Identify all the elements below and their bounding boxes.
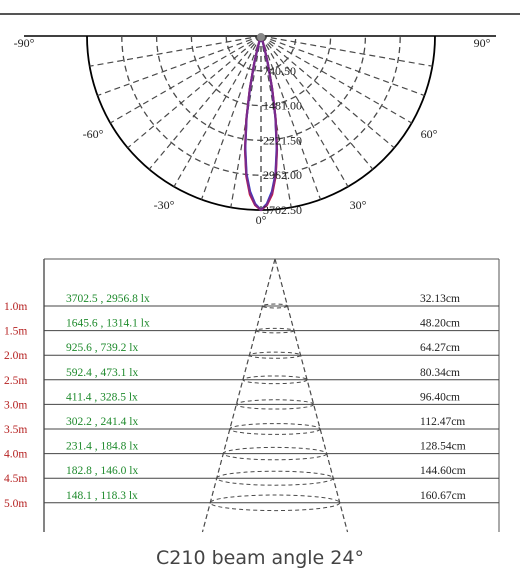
distance-label: 2.5m bbox=[4, 375, 27, 387]
polar-grid-spoke bbox=[260, 35, 322, 200]
distance-label: 1.5m bbox=[4, 326, 27, 338]
distance-label: 3.0m bbox=[4, 399, 27, 411]
distance-label: 2.0m bbox=[4, 350, 27, 362]
polar-angle-label: -60° bbox=[83, 127, 104, 141]
distance-label: 1.0m bbox=[4, 301, 27, 313]
polar-grid-spoke bbox=[127, 35, 262, 149]
polar-radial-label: 3702.50 bbox=[263, 203, 302, 217]
illuminance-label: 182.8 , 146.0 lx bbox=[66, 465, 138, 477]
polar-grid-spoke bbox=[230, 35, 262, 208]
illuminance-label: 231.4 , 184.8 lx bbox=[66, 441, 138, 453]
polar-angle-label: 90° bbox=[474, 36, 491, 50]
polar-grid-spoke bbox=[110, 35, 262, 124]
polar-angle-label: 0° bbox=[256, 213, 267, 227]
polar-series-curve bbox=[243, 35, 279, 212]
illuminance-label: 925.6 , 739.2 lx bbox=[66, 342, 138, 354]
spot-diameter-label: 96.40cm bbox=[420, 391, 460, 403]
polar-chart: 740.50 1481.00 2221.50 2962.00 3702.50 -90° 90… bbox=[14, 33, 496, 227]
polar-grid-arc bbox=[121, 35, 401, 176]
polar-angle-label: -90° bbox=[14, 36, 35, 50]
beam-spot-ellipse bbox=[248, 351, 302, 359]
beam-spot-ellipse bbox=[229, 423, 321, 435]
beam-spot-ellipse bbox=[216, 470, 334, 486]
polar-grid-spoke bbox=[260, 35, 395, 149]
beam-cone-table: 1.0m 3702.5 , 2956.8 lx 32.13cm 1.5m 1645.6 … bbox=[4, 258, 500, 533]
illuminance-label: 302.2 , 241.4 lx bbox=[66, 416, 138, 428]
polar-grid-spoke bbox=[260, 35, 292, 208]
distance-label: 3.5m bbox=[4, 424, 27, 436]
beam-spot-ellipse bbox=[262, 303, 288, 309]
polar-radial-label: 2221.50 bbox=[263, 133, 302, 147]
polar-grid-spoke bbox=[260, 35, 412, 124]
polar-angle-label: 30° bbox=[350, 198, 367, 212]
top-divider bbox=[0, 13, 520, 15]
spot-diameter-label: 80.34cm bbox=[420, 367, 460, 379]
illuminance-label: 3702.5 , 2956.8 lx bbox=[66, 293, 150, 305]
beam-spot-ellipse bbox=[235, 399, 315, 410]
spot-diameter-label: 32.13cm bbox=[420, 293, 460, 305]
spot-diameter-label: 64.27cm bbox=[420, 342, 460, 354]
beam-spot-ellipse bbox=[242, 375, 308, 385]
polar-grid-spoke bbox=[97, 35, 262, 97]
figure-caption: C210 beam angle 24° bbox=[156, 547, 364, 569]
polar-angle-label: 60° bbox=[421, 127, 438, 141]
illuminance-label: 1645.6 , 1314.1 lx bbox=[66, 318, 150, 330]
polar-grid-spoke bbox=[260, 35, 349, 187]
beam-spot-ellipse bbox=[222, 446, 328, 461]
distance-label: 4.0m bbox=[4, 449, 27, 461]
polar-radial-label: 2962.00 bbox=[263, 168, 302, 182]
distance-label: 5.0m bbox=[4, 498, 27, 510]
polar-radial-label: 1481.00 bbox=[263, 99, 302, 113]
polar-angle-label: -30° bbox=[154, 198, 175, 212]
polar-series-curve bbox=[244, 35, 278, 212]
polar-grid-spoke bbox=[260, 35, 374, 170]
polar-radial-label: 740.50 bbox=[263, 64, 296, 78]
distance-label: 4.5m bbox=[4, 473, 27, 485]
beam-spot-ellipse bbox=[255, 327, 295, 334]
polar-grid-spoke bbox=[89, 35, 262, 67]
polar-grid-spoke bbox=[200, 35, 262, 200]
beam-spot-ellipse bbox=[209, 494, 341, 512]
illuminance-label: 148.1 , 118.3 lx bbox=[66, 490, 138, 502]
beam-cone-edge bbox=[274, 258, 349, 533]
spot-diameter-label: 160.67cm bbox=[420, 490, 466, 502]
spot-diameter-label: 48.20cm bbox=[420, 318, 460, 330]
polar-outer-arc bbox=[86, 35, 436, 211]
illuminance-label: 411.4 , 328.5 lx bbox=[66, 391, 138, 403]
polar-grid-spoke bbox=[260, 35, 425, 97]
polar-series-curve bbox=[244, 35, 278, 212]
polar-grid-spoke bbox=[173, 35, 262, 187]
polar-grid-spoke bbox=[260, 35, 433, 67]
spot-diameter-label: 128.54cm bbox=[420, 441, 466, 453]
spot-diameter-label: 112.47cm bbox=[420, 416, 465, 428]
polar-center-dot bbox=[257, 33, 265, 41]
polar-grid-arc bbox=[190, 35, 332, 107]
spot-diameter-label: 144.60cm bbox=[420, 465, 466, 477]
illuminance-label: 592.4 , 473.1 lx bbox=[66, 367, 138, 379]
polar-grid-spoke bbox=[148, 35, 262, 170]
beam-cone-edge bbox=[201, 258, 276, 533]
